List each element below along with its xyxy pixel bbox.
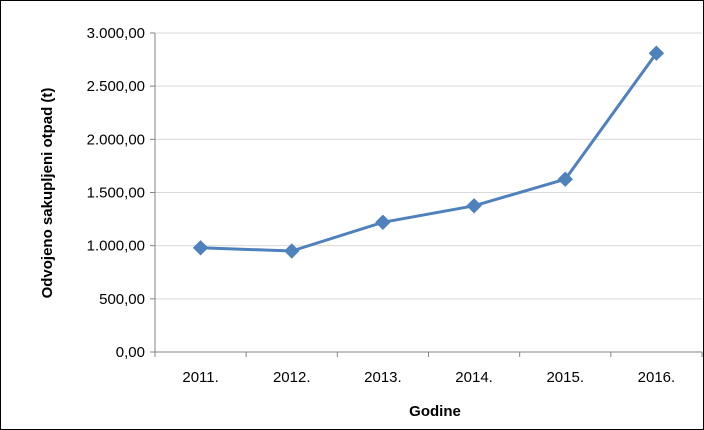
data-point-marker: [192, 240, 209, 256]
x-tick-labels: 2011. 2012. 2013. 2014. 2015. 2016.: [182, 369, 675, 386]
y-tick-labels: 0,00 500,00 1.000,00 1.500,00 2.000,00 2.500,…: [87, 25, 145, 361]
x-tick-label: 2016.: [638, 369, 676, 386]
x-tick-label: 2015.: [546, 369, 584, 386]
gridlines: [155, 32, 702, 300]
y-tick-label: 0,00: [116, 344, 145, 361]
x-tick-label: 2013.: [364, 369, 402, 386]
data-point-marker: [466, 198, 482, 214]
data-point-marker: [284, 243, 300, 259]
data-point-marker: [648, 45, 665, 61]
data-series: [192, 45, 665, 259]
x-tick-label: 2014.: [455, 369, 493, 386]
y-tick-label: 500,00: [99, 291, 145, 308]
y-axis-title: Odvojeno sakupljeni otpad (t): [39, 88, 56, 299]
data-point-marker: [375, 214, 391, 230]
series-line: [200, 52, 658, 253]
data-point-marker: [557, 171, 573, 187]
y-tick-label: 1.000,00: [87, 238, 145, 255]
x-tick-label: 2011.: [182, 369, 218, 386]
y-tick-label: 1.500,00: [87, 185, 145, 202]
y-tick-label: 3.000,00: [87, 25, 145, 42]
x-axis-title: Godine: [409, 403, 461, 420]
axes: [150, 32, 703, 357]
y-tick-label: 2.500,00: [87, 78, 145, 95]
x-tick-label: 2012.: [273, 369, 311, 386]
y-tick-label: 2.000,00: [87, 131, 145, 148]
